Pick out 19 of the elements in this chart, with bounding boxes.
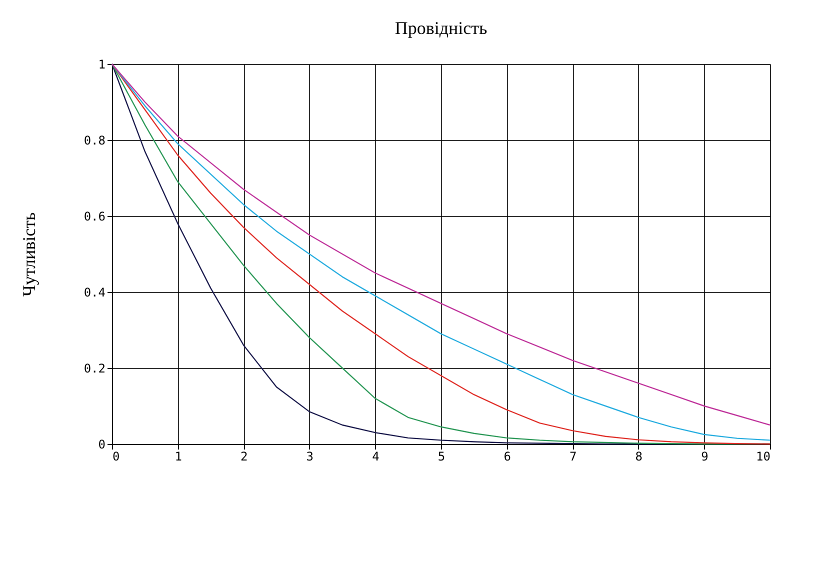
x-tick-label: 8 xyxy=(635,450,643,464)
x-tick-label: 7 xyxy=(569,450,577,464)
x-tick-label: 5 xyxy=(438,450,446,464)
y-tick-label: 1 xyxy=(98,58,106,72)
y-tick-label: 0.4 xyxy=(84,286,106,300)
chart-title: Провідність xyxy=(394,18,488,38)
y-tick-label: 0.6 xyxy=(84,210,106,224)
x-tick-label: 0 xyxy=(112,450,120,464)
x-tick-label: 6 xyxy=(504,450,511,464)
y-tick-label: 0 xyxy=(98,438,106,452)
x-tick-label: 1 xyxy=(174,450,182,464)
x-tick-label: 10 xyxy=(756,450,770,464)
x-tick-label: 4 xyxy=(372,450,380,464)
x-tick-label: 3 xyxy=(306,450,314,464)
y-tick-label: 0.8 xyxy=(84,134,106,148)
x-tick-label: 2 xyxy=(240,450,248,464)
x-tick-label: 9 xyxy=(701,450,708,464)
y-tick-label: 0.2 xyxy=(84,362,106,376)
y-axis-title: Чутливість xyxy=(18,212,39,297)
